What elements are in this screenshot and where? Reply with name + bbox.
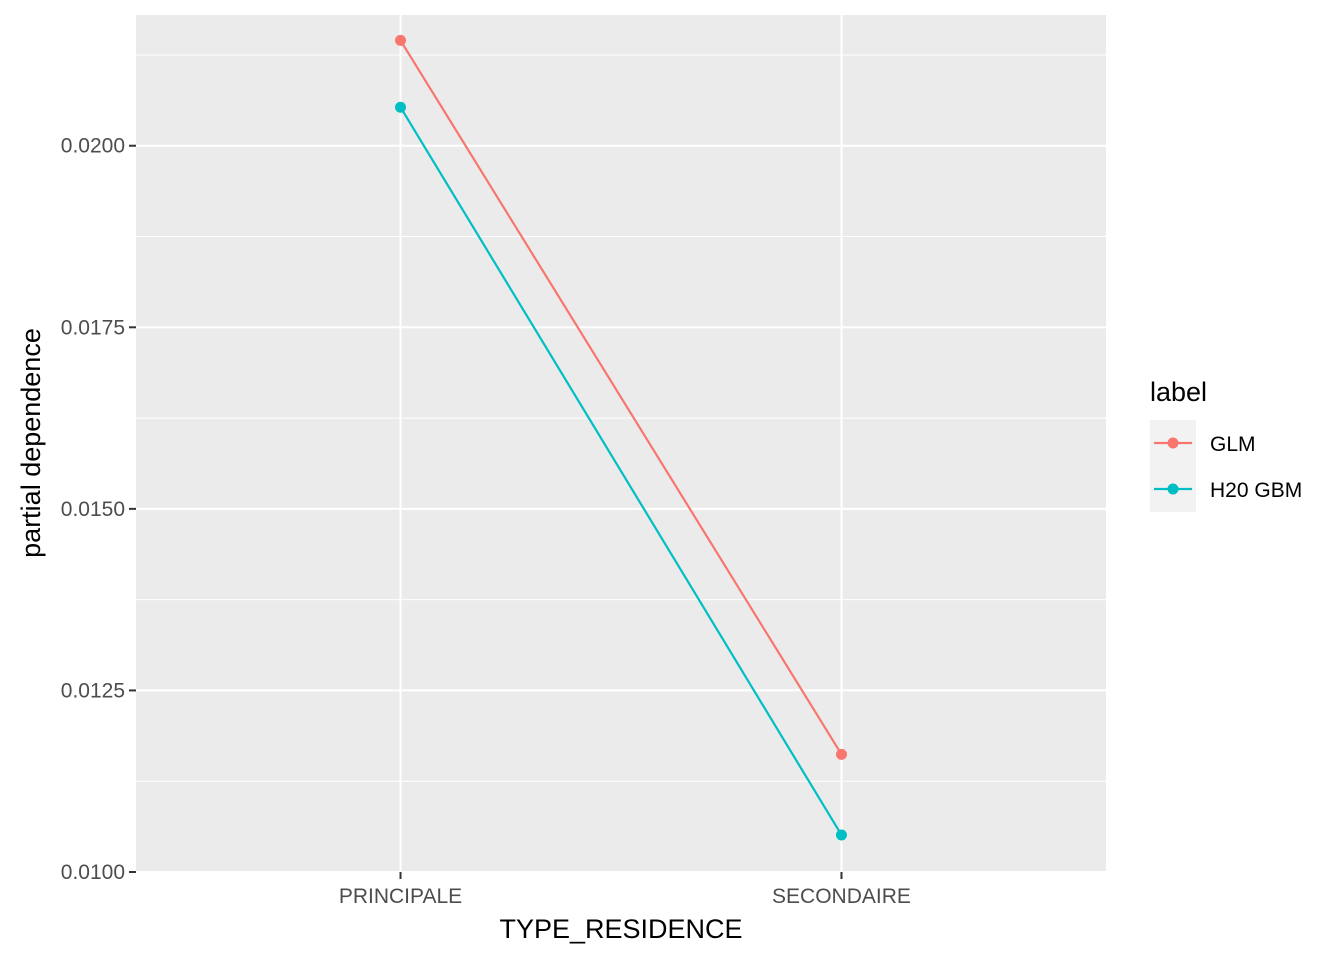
y-tick-label: 0.0125 (61, 679, 125, 702)
panel-background (136, 15, 1106, 872)
x-tick-label: SECONDAIRE (772, 885, 911, 908)
data-point-h20-gbm (395, 101, 407, 113)
y-tick-label: 0.0175 (61, 316, 125, 339)
major-gridlines (136, 15, 1106, 873)
legend-key-point (1167, 437, 1179, 449)
legend-key-point (1167, 483, 1179, 495)
data-point-h20-gbm (835, 829, 847, 841)
y-tick-label: 0.0200 (61, 135, 125, 158)
x-tick-label: PRINCIPALE (339, 885, 462, 908)
data-point-glm (835, 748, 847, 760)
legend-title: label (1150, 377, 1207, 407)
y-axis-title: partial dependence (16, 328, 46, 558)
legend-label-glm: GLM (1210, 433, 1256, 456)
legend: label GLM H20 GBM (1150, 377, 1302, 512)
data-point-glm (395, 34, 407, 46)
x-axis-title: TYPE_RESIDENCE (499, 914, 742, 944)
series-line-h20-gbm (399, 106, 843, 836)
y-tick-label: 0.0150 (61, 498, 125, 521)
legend-label-h20-gbm: H20 GBM (1210, 479, 1302, 502)
x-axis: PRINCIPALE SECONDAIRE (339, 872, 911, 908)
y-tick-label: 0.0100 (61, 861, 125, 884)
minor-gridlines (136, 54, 1106, 782)
series-layer (395, 34, 847, 841)
legend-keys (1154, 437, 1192, 495)
series-line-glm (399, 39, 843, 755)
y-axis: 0.0100 0.0125 0.0150 0.0175 0.0200 (61, 135, 136, 884)
